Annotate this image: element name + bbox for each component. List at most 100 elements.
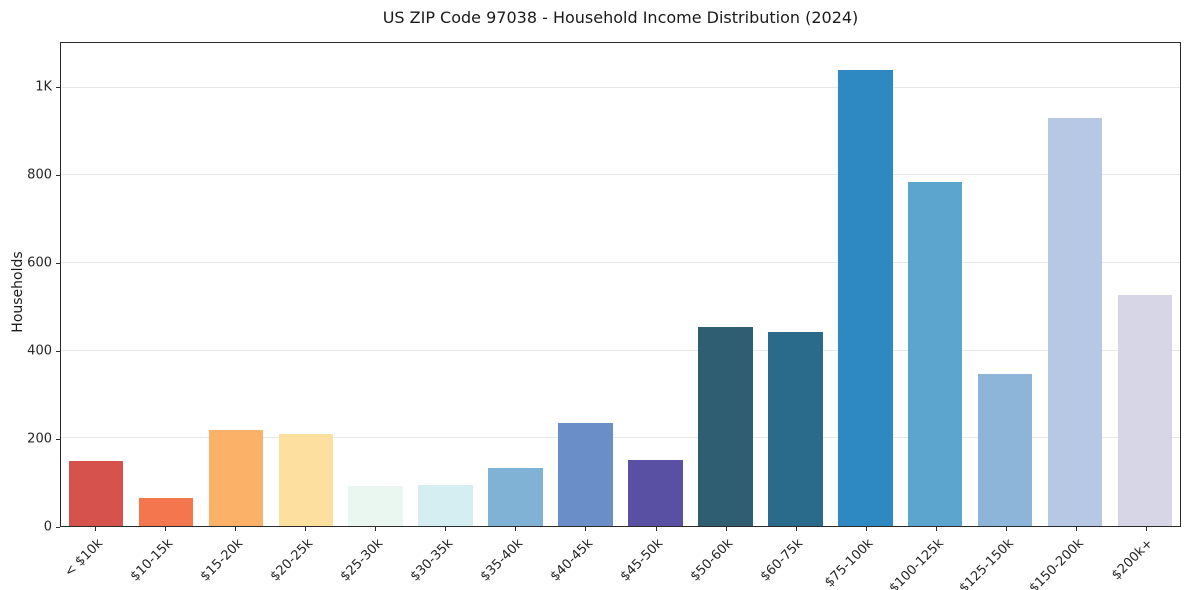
y-axis-label: Households: [10, 251, 26, 333]
bars-container: [61, 43, 1180, 526]
y-tick-label: 800: [27, 167, 52, 183]
y-tick-label: 400: [27, 343, 52, 359]
bar-slot: [760, 43, 830, 526]
bar-slot: [551, 43, 621, 526]
bar-slot: [341, 43, 411, 526]
bar-< $10k: [68, 461, 124, 526]
bar-$30-35k: [418, 485, 473, 526]
bar-slot: [690, 43, 760, 526]
plot-area: [60, 42, 1181, 527]
y-tick-label: 200: [27, 431, 52, 447]
bar-slot: [1110, 43, 1180, 526]
x-tick-slot: $25-30k: [337, 527, 410, 587]
x-tick-slot: $200k+: [1109, 527, 1181, 587]
x-tick-mark: [515, 527, 517, 531]
x-tick-slot: $15-20k: [197, 527, 270, 587]
x-tick-mark: [935, 527, 937, 531]
x-tick-label: $50-60k: [687, 536, 737, 585]
x-tick-mark: [375, 527, 377, 531]
y-tick-mark: [56, 438, 60, 440]
x-tick-slot: $30-35k: [407, 527, 480, 587]
x-tick-slot: $100-125k: [886, 527, 971, 590]
y-tick-label: 600: [27, 255, 52, 271]
x-tick-slot: < $10k: [60, 527, 130, 587]
gridline: [61, 437, 1180, 439]
x-tick-label: $40-45k: [547, 536, 597, 585]
x-tick-slot: $75-100k: [822, 527, 901, 590]
x-tick-slot: $45-50k: [617, 527, 691, 587]
x-tick-mark: [865, 527, 867, 531]
bar-slot: [481, 43, 551, 526]
x-tick-label: $30-35k: [407, 536, 456, 585]
bar-$200k+: [1117, 294, 1173, 526]
x-tick-slot: $150-200k: [1026, 527, 1111, 590]
y-tick-mark: [56, 174, 60, 176]
x-tick-mark: [1005, 527, 1007, 531]
x-tick-mark: [725, 527, 727, 531]
bar-$50-60k: [698, 326, 753, 526]
y-tick-mark: [56, 527, 60, 528]
x-tick-slot: $35-40k: [477, 527, 550, 587]
bar-$40-45k: [558, 422, 613, 526]
gridline: [61, 262, 1180, 264]
bar-$60-75k: [768, 332, 823, 526]
y-tick-mark: [56, 350, 60, 352]
bar-$45-50k: [628, 460, 683, 526]
gridline: [61, 174, 1180, 176]
bar-$20-25k: [278, 434, 334, 526]
bar-slot: [830, 43, 900, 526]
x-tick-mark: [655, 527, 657, 531]
bar-$100-125k: [907, 181, 963, 526]
bar-slot: [61, 43, 131, 526]
bar-$10-15k: [138, 497, 194, 526]
bar-slot: [131, 43, 201, 526]
x-tick-slot: $125-150k: [956, 527, 1041, 590]
bar-slot: [411, 43, 481, 526]
x-tick-label: $45-50k: [617, 536, 667, 585]
bar-$125-150k: [977, 373, 1033, 526]
x-tick-mark: [305, 527, 307, 531]
bar-slot: [970, 43, 1040, 526]
bar-$15-20k: [208, 430, 264, 526]
x-tick-mark: [445, 527, 447, 531]
y-tick-label: 0: [43, 519, 52, 535]
bar-$150-200k: [1047, 118, 1103, 526]
bar-$25-30k: [348, 486, 403, 526]
bar-slot: [621, 43, 691, 526]
y-tick-label: 1K: [35, 79, 52, 95]
x-tick-label: $10-15k: [127, 536, 176, 585]
x-tick-slot: $10-15k: [127, 527, 200, 587]
x-tick-label: $60-75k: [757, 536, 807, 585]
bar-$75-100k: [838, 70, 893, 526]
x-tick-label: $200k+: [1109, 536, 1157, 584]
x-axis-ticks: < $10k $10-15k $15-20k $20-25k $25-30k $30-35…: [60, 527, 1181, 590]
x-tick-slot: $20-25k: [267, 527, 340, 587]
x-tick-label: $35-40k: [477, 536, 527, 585]
x-tick-slot: $50-60k: [687, 527, 761, 587]
y-tick-mark: [56, 86, 60, 88]
x-tick-mark: [235, 527, 237, 531]
x-tick-mark: [1145, 527, 1147, 531]
gridline: [61, 86, 1180, 88]
bar-slot: [271, 43, 341, 526]
x-tick-mark: [585, 527, 587, 531]
x-tick-label: $15-20k: [197, 536, 246, 585]
x-tick-slot: $60-75k: [757, 527, 831, 587]
x-tick-slot: $40-45k: [547, 527, 620, 587]
x-tick-label: $25-30k: [337, 536, 386, 585]
x-tick-label: $75-100k: [821, 536, 877, 590]
x-tick-mark: [795, 527, 797, 531]
chart-title: US ZIP Code 97038 - Household Income Dis…: [382, 8, 859, 27]
bar-slot: [1040, 43, 1110, 526]
bar-$35-40k: [488, 468, 543, 526]
y-tick-mark: [56, 262, 60, 264]
x-tick-mark: [1075, 527, 1077, 531]
bar-slot: [201, 43, 271, 526]
bar-slot: [900, 43, 970, 526]
x-tick-label: < $10k: [61, 536, 106, 581]
gridline: [61, 349, 1180, 351]
x-tick-label: $20-25k: [267, 536, 316, 585]
x-tick-mark: [95, 527, 97, 531]
x-tick-mark: [165, 527, 167, 531]
